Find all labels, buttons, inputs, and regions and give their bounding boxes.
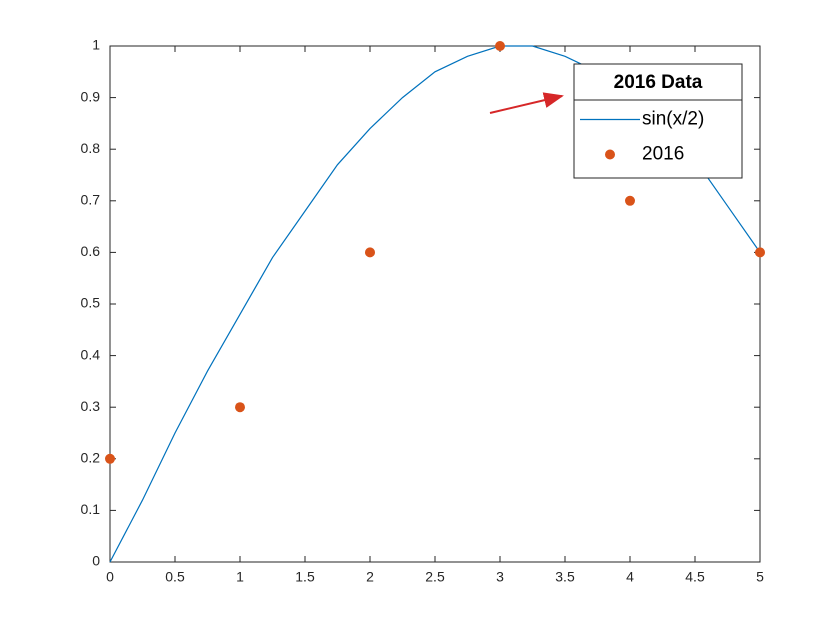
x-tick-label: 3.5	[555, 569, 575, 585]
legend-swatch	[605, 149, 615, 160]
x-tick-label: 2	[366, 569, 374, 585]
scatter-point	[625, 195, 635, 206]
legend-label: 2016	[642, 144, 684, 165]
legend-box	[573, 63, 743, 179]
legend: 2016 Data sin(x/2) 2016	[573, 63, 743, 179]
x-tick-label: 5	[756, 569, 764, 585]
y-tick-label: 0.2	[81, 450, 101, 466]
x-tick-label: 2.5	[425, 569, 445, 585]
annotation-arrow	[489, 92, 564, 114]
y-tick-label: 0.1	[81, 501, 101, 517]
scatter-point	[365, 247, 375, 258]
y-tick-label: 0.4	[81, 346, 101, 362]
legend-label: sin(x/2)	[642, 109, 704, 130]
x-tick-label: 4	[626, 569, 634, 585]
y-tick-label: 0.5	[81, 295, 101, 311]
y-tick-label: 0.3	[81, 398, 101, 414]
y-tick-label: 0	[92, 553, 100, 569]
y-tick-label: 0.7	[81, 192, 101, 208]
x-tick-label: 0	[106, 569, 114, 585]
x-tick-label: 0.5	[165, 569, 185, 585]
y-tick-label: 0.9	[81, 88, 101, 104]
legend-title: 2016 Data	[614, 72, 703, 93]
scatter-point	[105, 453, 115, 464]
x-tick-label: 4.5	[685, 569, 705, 585]
scatter-point	[755, 247, 765, 258]
y-tick-label: 1	[92, 37, 100, 53]
x-tick-label: 1	[236, 569, 244, 585]
y-tick-label: 0.6	[81, 243, 101, 259]
y-tick-label: 0.8	[81, 140, 101, 156]
x-tick-label: 3	[496, 569, 504, 585]
scatter-point	[495, 41, 505, 51]
x-tick-label: 1.5	[295, 569, 315, 585]
scatter-point	[235, 402, 245, 413]
